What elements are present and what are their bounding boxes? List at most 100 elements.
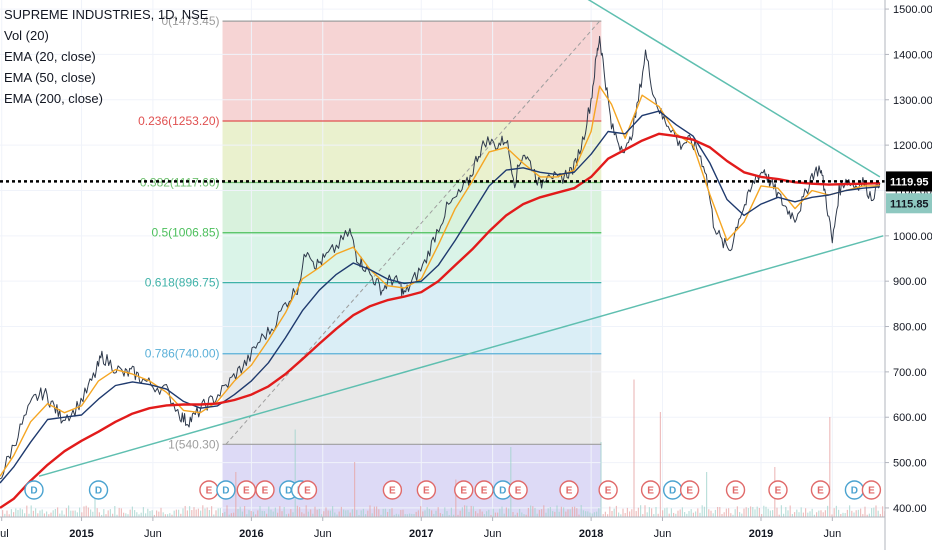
volume-bar [422,511,424,517]
volume-bar [464,505,466,517]
volume-bar [754,509,756,517]
fib-level-label: 0.618(896.75) [145,276,220,290]
volume-bar [552,511,554,517]
volume-bar [492,508,494,517]
earnings-event [810,480,831,500]
volume-bar [336,514,338,517]
volume-bar [805,508,807,517]
volume-bar [393,514,395,517]
x-tick-label: 2019 [749,528,773,540]
event-label: E [389,486,396,497]
volume-bar [629,511,631,517]
volume-bar [620,514,622,517]
volume-bar [565,511,567,517]
volume-bar [448,514,450,517]
volume-bar [246,514,248,517]
volume-bar [758,507,760,517]
volume-bar [631,509,633,517]
volume-bar [186,510,188,517]
volume-bar [644,505,646,517]
volume-bar [120,508,122,517]
volume-bar [142,507,144,517]
volume-bar [457,514,459,517]
volume-bar [453,514,455,517]
volume-bar [567,509,569,517]
volume-bar [651,508,653,517]
volume-bar [94,487,96,517]
volume-bar [655,507,657,517]
event-label: E [647,486,654,497]
volume-bar [747,508,749,517]
volume-bar [30,505,32,517]
volume-bar [21,509,23,517]
volume-bar [673,512,675,517]
volume-bar [849,505,851,517]
volume-bar [314,506,316,517]
volume-bar [79,507,81,517]
volume-bar [574,506,576,517]
volume-bar [699,512,701,517]
volume-bar [695,511,697,517]
volume-bar [607,514,609,517]
volume-bar [171,514,173,517]
volume-bar [389,509,391,517]
fib-zone [222,21,602,121]
volume-bar [670,508,672,517]
volume-bar [274,507,276,517]
volume-bar [428,508,430,517]
fib-level-label: 0.382(1117.60) [140,175,220,189]
volume-bar [807,512,809,517]
price-tag-bg [886,171,932,192]
volume-bar [13,512,15,517]
volume-bar [752,507,754,517]
volume-bar [767,508,769,517]
volume-bar [371,513,373,517]
volume-bar [827,505,829,517]
volume-bar [721,514,723,517]
volume-bar [4,513,6,517]
volume-bar [32,510,34,517]
volume-bar [497,512,499,517]
volume-bar [618,512,620,517]
volume-bar [593,512,595,517]
volume-bar [842,512,844,517]
volume-bar [175,509,177,517]
volume-bar [611,510,613,517]
volume-bar [327,510,329,517]
volume-bar [844,513,846,517]
volume-bar [585,511,587,517]
volume-bar [794,512,796,517]
event-label: D [851,486,858,497]
volume-bar [712,513,714,517]
volume-bar [384,508,386,517]
event-label: D [499,486,506,497]
volume-bar [508,508,510,517]
volume-bar [402,509,404,517]
volume-bar [259,505,261,517]
volume-bar [268,506,270,517]
y-tick-label: 600.00 [893,412,927,424]
volume-bar [398,514,400,517]
volume-bar [112,513,114,517]
volume-bar [325,507,327,517]
volume-bar [703,506,705,517]
price-tag-label: 1115.85 [890,198,929,210]
volume-bar [501,506,503,517]
volume-bar [395,513,397,517]
volume-bar [853,512,855,517]
x-tick-label: Jun [654,528,672,540]
volume-bar [292,512,294,517]
volume-bar [882,506,884,517]
volume-bar [83,506,85,517]
volume-bar [81,512,83,517]
event-label: D [95,486,102,497]
volume-bar [263,511,265,517]
volume-bar [571,506,573,517]
fib-diagonal [225,20,601,445]
volume-bar [164,514,166,517]
volume-bar [813,514,815,517]
volume-bar [505,507,507,517]
volume-bar [730,513,732,517]
volume-bar [554,511,556,517]
dividend-event [88,480,109,500]
